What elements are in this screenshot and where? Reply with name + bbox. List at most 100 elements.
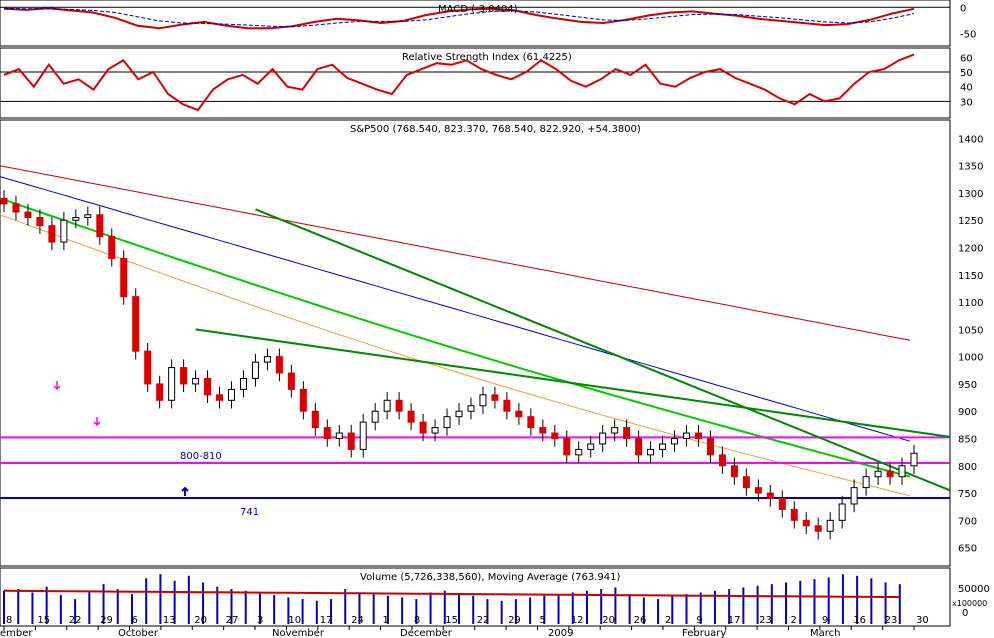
price-title: S&P500 (768.540, 823.370, 768.540, 822.9…: [350, 124, 641, 135]
x-tick-label: 9: [822, 615, 828, 626]
candle-body: [479, 394, 487, 407]
down-arrow-icon: [53, 381, 61, 391]
price-tick-label: 1350: [958, 162, 983, 173]
candle-body: [886, 470, 894, 478]
candle-body: [383, 399, 391, 412]
candle-body: [910, 452, 918, 467]
candle-body: [754, 487, 762, 494]
moving-average-2: [0, 197, 911, 478]
candle-body: [359, 421, 367, 450]
volume-unit-label: x100000: [952, 599, 987, 608]
candle-body: [347, 432, 355, 450]
candle-body: [599, 432, 607, 445]
candle-body: [84, 214, 92, 218]
candle-body: [491, 394, 499, 401]
price-tick-label: 850: [958, 434, 977, 445]
macd-plot: [0, 6, 950, 30]
candle-body: [730, 465, 738, 478]
candle-body: [802, 519, 810, 527]
volume-tick-label: 50000: [958, 584, 990, 595]
axes: 0-50605040301400135013001250120011501100…: [0, 3, 990, 638]
candle-body: [239, 377, 247, 390]
candle-body: [838, 503, 846, 521]
candle-body: [790, 508, 798, 521]
x-tick-label: 2: [790, 615, 796, 626]
x-tick-label: 13: [163, 615, 176, 626]
candle-body: [862, 476, 870, 489]
x-tick-label: 23: [885, 615, 898, 626]
x-tick-label: 3: [257, 615, 263, 626]
candle-body: [263, 356, 271, 363]
candle-body: [683, 432, 690, 439]
rsi-tick-label: 30: [960, 97, 973, 108]
rsi-title: Relative Strength Index (61.4225): [402, 52, 572, 63]
x-tick-label: 8: [6, 615, 12, 626]
macd-tick-label: 0: [960, 3, 966, 14]
annotation-label: 741: [240, 507, 259, 518]
candle-body: [96, 214, 104, 238]
candle-body: [874, 470, 882, 478]
x-tick-label: 1: [383, 615, 389, 626]
candle-body: [48, 225, 56, 243]
month-label: November: [272, 628, 325, 638]
candle-body: [156, 383, 164, 401]
price-tick-label: 1400: [958, 134, 983, 145]
macd-series-0: [3, 7, 915, 30]
candle-body: [742, 476, 750, 489]
candle-body: [287, 372, 295, 390]
price-tick-label: 1200: [958, 244, 983, 255]
annotation-label: 800-810: [180, 451, 222, 462]
x-tick-label: 8: [414, 615, 420, 626]
x-tick-label: 5: [539, 615, 545, 626]
x-tick-label: 20: [602, 615, 615, 626]
up-arrow-icon: [181, 486, 189, 496]
x-tick-label: 30: [916, 615, 929, 626]
candle-body: [371, 410, 379, 423]
candle-body: [0, 197, 8, 205]
candle-body: [395, 399, 403, 412]
month-label: December: [400, 628, 453, 638]
candle-body: [718, 454, 726, 467]
candle-body: [311, 410, 319, 429]
month-label: February: [682, 628, 726, 638]
month-label: October: [118, 628, 159, 638]
rsi-panel: [0, 47, 951, 119]
x-tick-label: 24: [351, 615, 364, 626]
moving-average-3: [0, 214, 911, 497]
volume-plot: [3, 574, 901, 624]
x-tick-label: 29: [508, 615, 521, 626]
price-plot: 800-810 741: [0, 165, 951, 540]
candle-body: [766, 492, 774, 500]
candle-body: [659, 443, 667, 450]
rsi-tick-label: 50: [960, 68, 973, 79]
candle-body: [623, 427, 631, 439]
price-tick-label: 1300: [958, 189, 983, 200]
volume-moving-average: [3, 589, 900, 598]
moving-average-1: [0, 176, 911, 442]
candle-body: [144, 350, 152, 385]
candle-body: [671, 437, 679, 445]
x-tick-label: 6: [132, 615, 138, 626]
candle-body: [515, 410, 523, 418]
rsi-plot: [0, 53, 950, 112]
price-tick-label: 1250: [958, 216, 983, 227]
candle-body: [431, 427, 439, 434]
price-tick-label: 750: [958, 489, 977, 500]
trendline-1: [195, 328, 951, 438]
candle-body: [275, 356, 283, 374]
candle-body: [60, 219, 68, 243]
month-label: 2009: [548, 628, 573, 638]
candle-body: [204, 377, 212, 396]
x-tick-label: 22: [477, 615, 490, 626]
candle-body: [826, 519, 834, 532]
price-tick-label: 1050: [958, 325, 983, 336]
x-tick-label: 27: [226, 615, 239, 626]
price-tick-label: 650: [958, 544, 977, 555]
rsi-line: [3, 53, 915, 112]
candle-body: [611, 427, 619, 434]
x-tick-label: 15: [37, 615, 50, 626]
price-tick-label: 1000: [958, 353, 983, 364]
x-tick-label: 12: [571, 615, 584, 626]
candle-body: [647, 448, 655, 456]
